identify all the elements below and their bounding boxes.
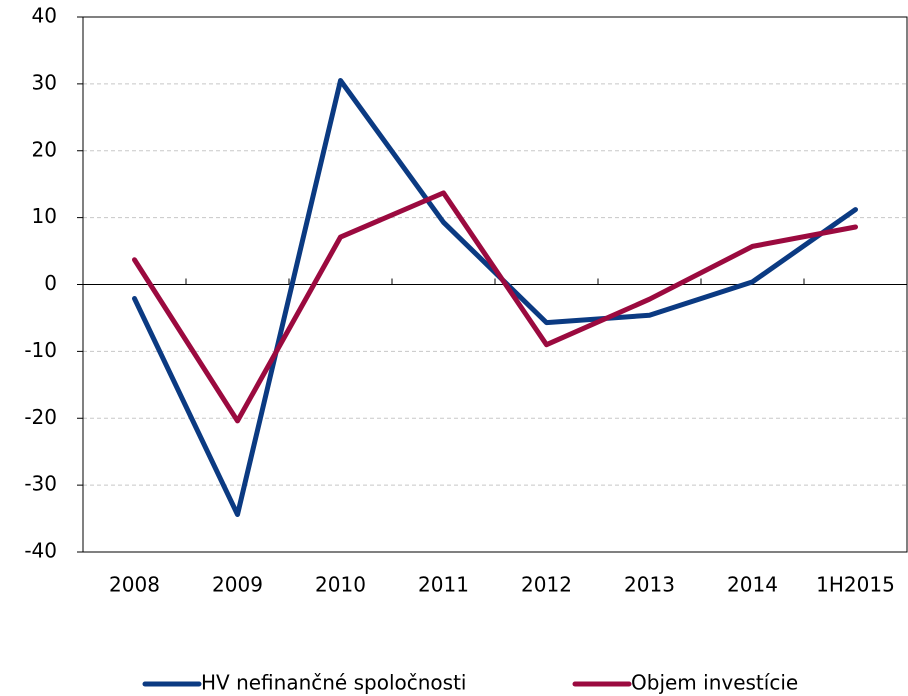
x-tick-label: 2013 [624, 573, 675, 597]
y-tick-label: 10 [32, 204, 57, 228]
x-tick-label: 2009 [212, 573, 263, 597]
x-tick-label: 2011 [418, 573, 469, 597]
legend-label: HV nefinančné spoločnosti [201, 671, 466, 695]
y-tick-label: -10 [24, 338, 57, 362]
x-tick-label: 2012 [521, 573, 572, 597]
y-tick-label: -20 [24, 405, 57, 429]
series-line [132, 190, 858, 424]
y-tick-label: -40 [24, 539, 57, 563]
legend-label: Objem investície [631, 671, 798, 695]
x-tick-label: 2010 [315, 573, 366, 597]
x-tick-label: 2008 [109, 573, 160, 597]
y-tick-label: 40 [32, 4, 57, 28]
y-tick-label: 0 [44, 271, 57, 295]
y-tick-label: -30 [24, 472, 57, 496]
x-tick-label: 1H2015 [816, 573, 895, 597]
y-tick-label: 30 [32, 70, 57, 94]
y-tick-label: 20 [32, 137, 57, 161]
x-tick-label: 2014 [727, 573, 778, 597]
series-line [132, 78, 858, 518]
